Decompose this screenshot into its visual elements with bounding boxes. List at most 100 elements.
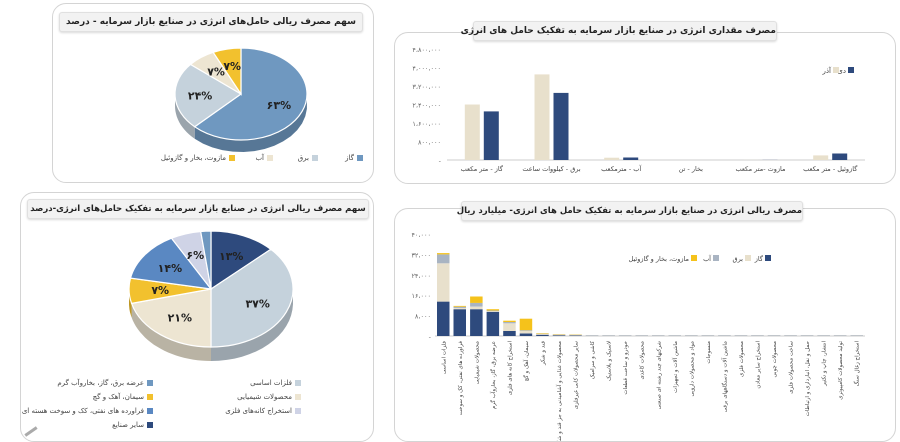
bar2-bar-segment [503,323,516,331]
pie1-legend-fuel: مازوت، بخار و گازوئیل [161,154,235,162]
bar2-category-label: حمل و نقل، انبارداری و ارتباطات [805,341,811,416]
bar2-bar-segment [470,302,483,307]
bar1-category-label: بخار - تن [679,165,704,173]
bar2-category-label: قند و شکر [540,341,547,366]
pie2-value-label: ۱۳% [219,250,243,263]
legend-swatch [267,155,273,161]
legend-label: آب [255,154,264,162]
bar1-ytick-label: ۸۰۰،۰۰۰ [418,139,441,147]
bar2-bar-segment [453,309,466,336]
pie1-title: سهم مصرف ریالی حامل‌های انرژی در صنایع ب… [59,12,363,32]
pie2-panel: سهم مصرف ریالی انرژی در صنایع بازار سرما… [20,192,374,442]
bar2-category-label: استخراج زغال سنگ [854,341,861,387]
bar2-bar-segment [519,330,533,331]
bar2-bar-segment [569,335,582,336]
bar2-bar-segment [552,335,566,336]
pie1-slice-side [175,93,195,139]
bar1-ytick-label: ۳،۲۰۰،۰۰۰ [412,83,441,91]
pie2-value-label: ۲۱% [168,311,192,324]
bar2-bar-segment [437,254,450,264]
bar1-bar [534,74,550,160]
bar1-bar [604,157,620,160]
bar2-category-label: فراورده های نفتی، کک و سوخت [457,341,464,416]
bar2-category-label: کاشی و سرامیک [589,341,596,380]
legend-label: برق [297,154,309,162]
bar2-category-label: ماشین آلات و دستگاههای برقی [721,341,728,412]
bar2-bar-segment [470,309,483,336]
bar2-category-label: تولید محصولات کامپیوتری [837,341,844,400]
bar1-category-label: گازوئیل - متر مکعب [803,165,858,173]
pie2-legend: فلزات اساسی عرضه برق، گاز، بخاروآب گرم م… [22,379,361,435]
legend-swatch [147,408,153,414]
bar2-bar-segment [486,310,500,311]
bar1-ytick-label: - [439,157,442,165]
bar1-legend-label-dey: دی [837,67,846,75]
pie2-value-label: ۳۷% [245,297,269,310]
bar2-bar-segment [552,334,566,336]
bar2-bar-segment [486,311,500,336]
bar2-bar-segment [569,335,582,336]
bar2-chart: ۴۰،۰۰۰ ۳۲،۰۰۰ ۲۴،۰۰۰ ۱۶،۰۰۰ ۸،۰۰۰ - فلزات اساس… [411,231,865,441]
bar2-bar-segment [503,330,516,336]
bar1-bar [483,111,499,160]
bar1-category-label: برق - کیلووات ساعت [522,165,580,173]
bar1-ytick-label: ۱،۶۰۰،۰۰۰ [412,120,441,128]
legend-label: گاز [345,154,354,162]
bar2-bar-segment [536,334,549,336]
bar1-panel: مصرف مقداری انرژی در صنایع بازار سرمایه … [394,21,896,184]
bar2-category-label: ساخت محصولات فلزی [789,341,795,394]
pie1-panel: سهم مصرف ریالی حامل‌های انرژی در صنایع ب… [52,3,374,183]
bar2-bar-segment [536,334,549,335]
pie2-slice-side [131,303,211,361]
pie2-legend-other: سایر صنایع [112,421,153,429]
bar2-category-label: محصولات فلزی [739,341,745,377]
legend-label: سایر صنایع [112,421,144,429]
bar2-legend-label: گاز [754,255,764,263]
legend-swatch [147,380,153,386]
pie2-value-label: ۱۴% [158,262,182,275]
pie2-slice [210,230,272,291]
pie1-slice [174,63,243,128]
pie1-value-label: ۷% [223,60,241,73]
bar2-category-label: محصولات چوبی [772,341,778,378]
pie2-slice [210,248,294,348]
bar2-bar-segment [536,333,549,334]
pie2-slice-side [129,286,132,318]
legend-swatch [312,155,318,161]
bar1-category-label: مازوت -متر مکعب [736,165,786,173]
pie2-slice [129,237,213,290]
bar2-ytick-label: ۳۲،۰۰۰ [411,251,431,259]
bar2-category-label: ماشین آلات و تجهیزات [672,341,679,393]
bar2-category-label: استخراج سایر معادن [756,341,762,389]
bar2-legend-label: برق [733,255,744,263]
pie1-legend-gas: گاز [345,154,363,162]
pie2-slice-side [211,290,293,361]
bar1-category-label: گاز - متر مکعب [461,165,504,173]
bar2-category-label: محصولات کاغذی [639,341,646,380]
pie2-slice [199,230,212,290]
bar2-category-label: محصولات غذایی و آشامیدنی به جز قند و شکر [556,341,563,441]
bar2-panel: مصرف ریالی انرژی در صنایع بازار سرمایه ب… [394,201,896,442]
bar1-bar [623,157,639,160]
legend-label: فلزات اساسی [250,379,292,387]
bar1-title: مصرف مقداری انرژی در صنایع بازار سرمایه … [461,21,777,41]
bar2-ytick-label: ۲۴،۰۰۰ [411,272,431,280]
pie2-legend-petroleum: فراورده های نفتی، کک و سوخت هسته ای [22,407,153,415]
bar2-legend-label: آب [703,254,712,263]
bar1-chart: ۴،۸۰۰،۰۰۰ ۴،۰۰۰،۰۰۰ ۳،۲۰۰،۰۰۰ ۲،۴۰۰،۰۰۰ ۱،۶۰… [412,46,865,173]
bar2-bar-segment [503,322,516,324]
bar2-legend-swatch [713,255,719,261]
pie2-title: سهم مصرف ریالی انرژی در صنایع بازار سرما… [27,199,369,219]
bar2-legend-swatch [765,255,771,261]
bar2-bar-segment [453,305,466,307]
bar2-category-label: محصولات شیمیایی [474,341,480,384]
pie1-legend-electricity: برق [298,154,318,162]
bar1-category-label: آب - مترمکعب [601,164,642,173]
legend-swatch [295,394,301,400]
pie2-chart: ۱۳% ۳۷% ۲۱% ۷% ۱۴% ۶% [128,230,294,361]
pie1-legend: گاز برق آب مازوت، بخار و گازوئیل [103,154,363,168]
bar2-ytick-label: ۱۶،۰۰۰ [411,292,431,300]
bar2-bar-segment [503,320,516,322]
bar2-bar-segment [453,306,466,308]
bar2-bar-segment [437,301,450,336]
